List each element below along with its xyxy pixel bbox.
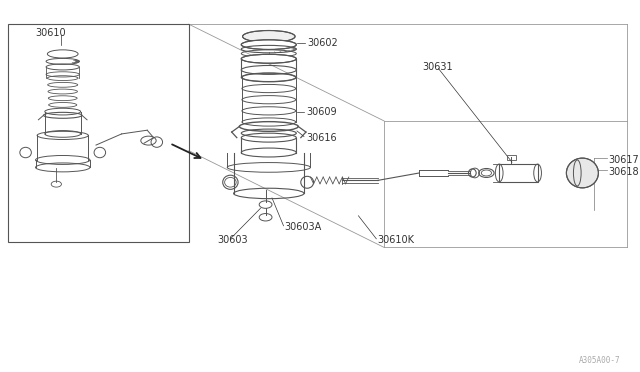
Text: 30610K: 30610K bbox=[378, 235, 415, 245]
Text: 30603: 30603 bbox=[218, 235, 248, 245]
Bar bbox=[8, 24, 189, 242]
Ellipse shape bbox=[241, 54, 296, 63]
Bar bbox=[499, 164, 538, 182]
Text: 30602: 30602 bbox=[307, 38, 338, 48]
Text: 30631: 30631 bbox=[422, 62, 453, 72]
Text: 30617: 30617 bbox=[608, 155, 639, 165]
Text: 30618: 30618 bbox=[608, 167, 639, 177]
Ellipse shape bbox=[243, 31, 295, 42]
Bar bbox=[507, 155, 516, 160]
Text: 30603A: 30603A bbox=[285, 222, 322, 232]
Text: 30609: 30609 bbox=[306, 107, 337, 116]
Text: 30616: 30616 bbox=[306, 133, 337, 142]
Text: 30610: 30610 bbox=[35, 29, 66, 38]
Ellipse shape bbox=[241, 40, 296, 49]
Text: A305A00-7: A305A00-7 bbox=[579, 356, 621, 365]
Ellipse shape bbox=[566, 158, 598, 188]
